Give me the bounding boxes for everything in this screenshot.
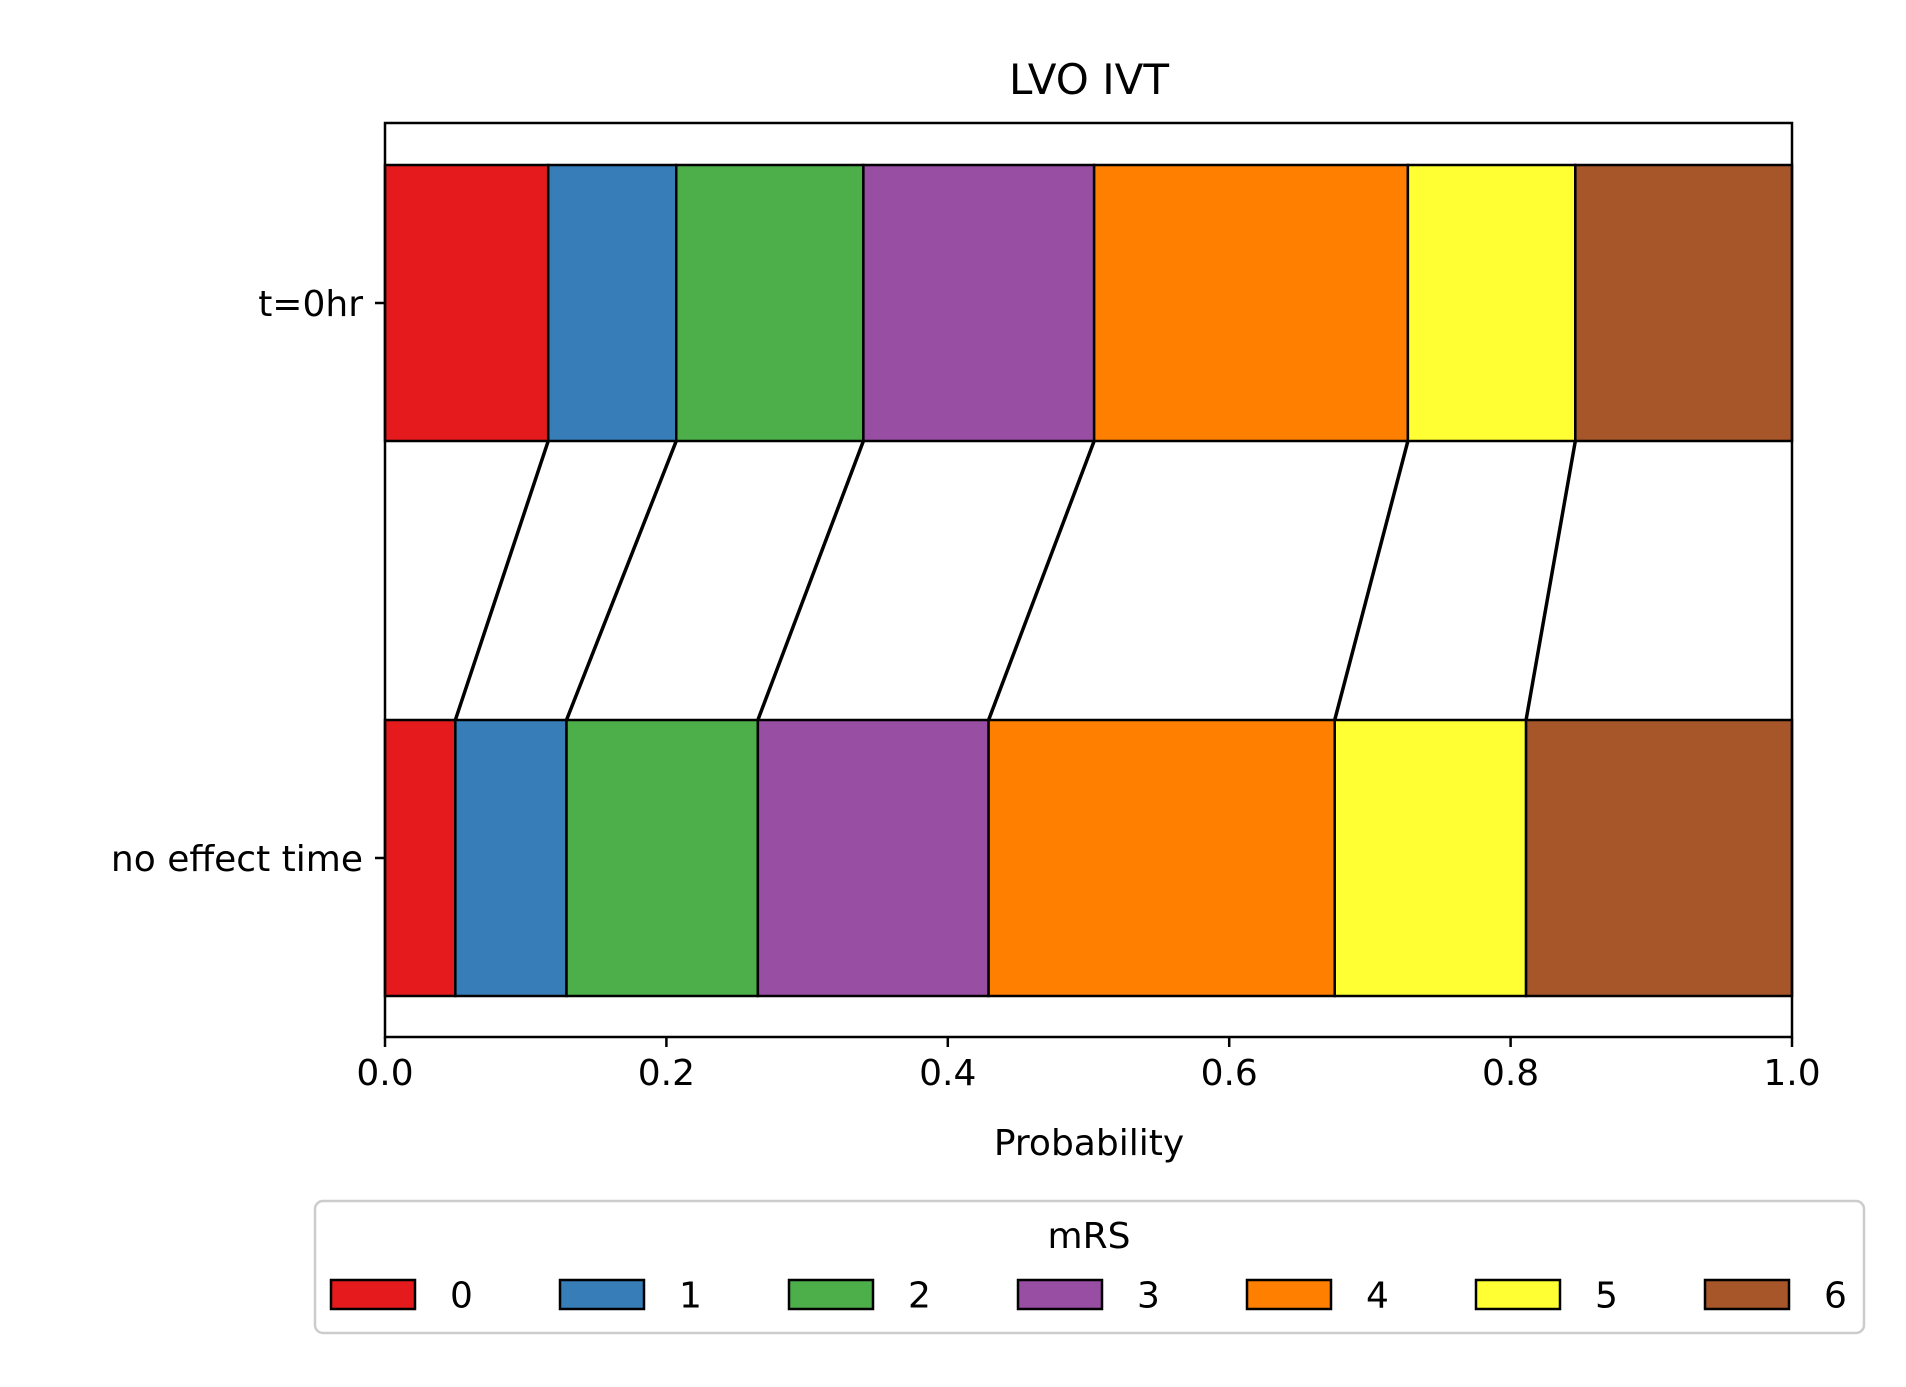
bar-segment-no-effect-time-mrs-3 xyxy=(756,718,990,998)
legend-label-mrs-1: 1 xyxy=(679,1276,702,1317)
bar-segment-no-effect-time-mrs-6 xyxy=(1524,718,1794,998)
x-tick-label: 0.6 xyxy=(1201,1053,1258,1094)
bar-segment-t0hr-mrs-1 xyxy=(546,163,678,443)
legend-swatch-mrs-1 xyxy=(558,1278,646,1311)
connector-line-3 xyxy=(986,440,1096,721)
y-tick-label: no effect time xyxy=(111,839,363,880)
legend-swatch-mrs-5 xyxy=(1474,1278,1562,1311)
bar-segment-t0hr-mrs-0 xyxy=(383,163,550,443)
bar-segment-no-effect-time-mrs-2 xyxy=(565,718,760,998)
bar-segment-t0hr-mrs-5 xyxy=(1406,163,1577,443)
bar-segment-t0hr-mrs-2 xyxy=(674,163,865,443)
legend-swatch-mrs-2 xyxy=(787,1278,875,1311)
connector-line-2 xyxy=(756,440,866,721)
legend-label-mrs-4: 4 xyxy=(1366,1276,1389,1317)
legend-items: 0 1 2 3 4 5 6 xyxy=(329,1276,1847,1317)
connector-line-1 xyxy=(564,440,678,721)
legend: mRS 0 1 2 3 4 5 6 xyxy=(313,1199,1866,1335)
legend-label-mrs-3: 3 xyxy=(1137,1276,1160,1317)
legend-swatch-mrs-3 xyxy=(1016,1278,1104,1311)
bar-segment-no-effect-time-mrs-1 xyxy=(454,718,568,998)
bar-segment-t0hr-mrs-4 xyxy=(1092,163,1410,443)
legend-label-mrs-5: 5 xyxy=(1595,1276,1618,1317)
connector-line-5 xyxy=(1524,440,1578,721)
x-tick-label: 1.0 xyxy=(1763,1053,1820,1094)
legend-swatch-mrs-0 xyxy=(329,1278,417,1311)
x-tick-label: 0.2 xyxy=(638,1053,695,1094)
x-tick-label: 0.0 xyxy=(356,1053,413,1094)
bar-segment-t0hr-mrs-3 xyxy=(862,163,1096,443)
bar-segment-t0hr-mrs-6 xyxy=(1574,163,1794,443)
x-axis-label: Probability xyxy=(994,1123,1184,1164)
bar-segment-no-effect-time-mrs-0 xyxy=(383,718,457,998)
legend-label-mrs-6: 6 xyxy=(1824,1276,1847,1317)
legend-swatch-mrs-4 xyxy=(1245,1278,1333,1311)
legend-swatch-mrs-6 xyxy=(1703,1278,1791,1311)
x-tick-label: 0.4 xyxy=(919,1053,976,1094)
connector-line-4 xyxy=(1333,440,1410,721)
bars-layer xyxy=(383,163,1794,998)
plot-frame xyxy=(383,121,1794,1039)
legend-label-mrs-0: 0 xyxy=(450,1276,473,1317)
connector-layer xyxy=(453,440,1578,721)
y-tick-label: t=0hr xyxy=(258,284,363,325)
bar-segment-no-effect-time-mrs-4 xyxy=(987,718,1336,998)
bar-segment-no-effect-time-mrs-5 xyxy=(1333,718,1528,998)
chart-title: LVO IVT xyxy=(1009,55,1169,104)
legend-title: mRS xyxy=(1048,1216,1131,1257)
connector-line-0 xyxy=(453,440,550,721)
legend-label-mrs-2: 2 xyxy=(908,1276,931,1317)
x-axis: 0.0 0.2 0.4 0.6 0.8 1.0 xyxy=(356,1037,1821,1094)
y-axis: t=0hr no effect time xyxy=(111,284,385,880)
x-tick-label: 0.8 xyxy=(1482,1053,1539,1094)
